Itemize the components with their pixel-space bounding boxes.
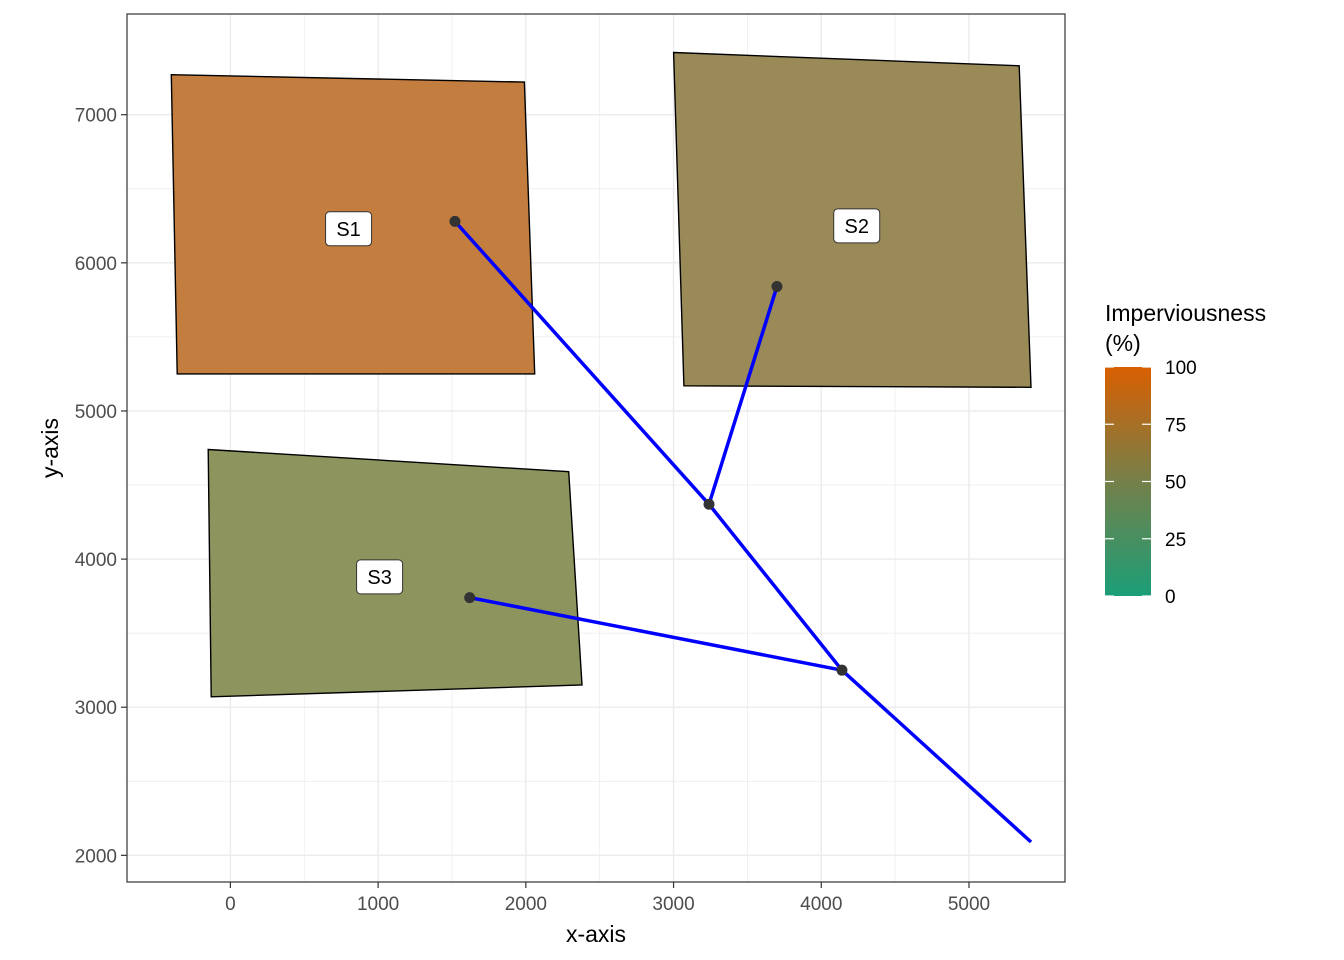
subcatchment-label-s2: S2	[844, 216, 868, 238]
legend-tick-label-100: 100	[1165, 358, 1197, 379]
panel-border	[126, 13, 1066, 883]
subcatchment-label-box-s1	[325, 211, 373, 247]
subcatchment-label-s3: S3	[367, 567, 391, 589]
conduit-link-5	[840, 668, 1033, 844]
subcatchment-labels: S1 S2 S3	[325, 208, 881, 595]
junction-node-n3	[464, 592, 476, 604]
y-tick-label-7000: 7000	[75, 106, 117, 127]
conduit-links	[453, 220, 1033, 844]
conduit-link-2	[707, 286, 779, 505]
y-tick-label-3000: 3000	[75, 698, 117, 719]
subcatchment-label-box-s3	[356, 559, 404, 595]
subcatchment-label-box-s2	[833, 208, 881, 244]
x-axis-ticks: 0 1000 2000 3000 4000 5000	[225, 882, 990, 915]
junction-node-n5	[836, 664, 848, 676]
x-tick-label-3000: 3000	[652, 894, 694, 915]
y-axis-ticks: 2000 3000 4000 5000 6000 7000	[75, 106, 127, 867]
legend-title-line-2: (%)	[1105, 330, 1141, 356]
x-tick-label-2000: 2000	[505, 894, 547, 915]
x-tick-label-0: 0	[225, 894, 236, 915]
junction-node-n2	[771, 281, 783, 293]
legend-tick-label-50: 50	[1165, 473, 1186, 494]
legend: Imperviousness (%) 0 25 50 75 100	[1105, 300, 1266, 608]
y-tick-label-4000: 4000	[75, 550, 117, 571]
junction-nodes	[449, 215, 848, 676]
conduit-link-3	[707, 503, 844, 672]
x-tick-label-5000: 5000	[948, 894, 990, 915]
y-tick-label-2000: 2000	[75, 846, 117, 867]
subcatchment-label-s1: S1	[336, 219, 360, 241]
y-tick-label-5000: 5000	[75, 402, 117, 423]
conduit-link-4	[469, 595, 843, 672]
junction-node-n4	[703, 498, 715, 510]
junction-node-n1	[449, 215, 461, 227]
legend-ticks: 0 25 50 75 100	[1105, 358, 1197, 608]
legend-tick-label-0: 0	[1165, 587, 1176, 608]
legend-tick-label-25: 25	[1165, 530, 1186, 551]
x-tick-label-4000: 4000	[800, 894, 842, 915]
legend-title-line-1: Imperviousness	[1105, 300, 1266, 326]
legend-tick-label-75: 75	[1165, 415, 1186, 436]
y-axis-title: y-axis	[37, 418, 63, 478]
conduit-link-1	[453, 220, 711, 506]
y-tick-label-6000: 6000	[75, 254, 117, 275]
x-axis-title: x-axis	[566, 921, 626, 947]
x-tick-label-1000: 1000	[357, 894, 399, 915]
